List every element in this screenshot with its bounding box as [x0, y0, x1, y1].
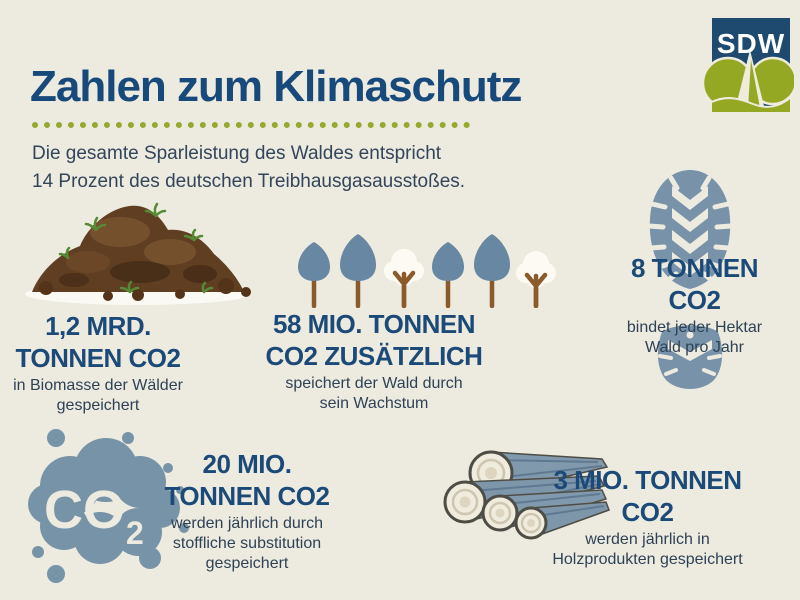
subtitle-line1: Die gesamte Sparleistung des Waldes ents… — [32, 143, 442, 164]
boot-print-icon — [646, 170, 734, 389]
stat-substitution-caption: werden jährlich durch stoffliche substit… — [170, 515, 324, 572]
stat-substitution-value-line1: 20 MIO. — [202, 449, 292, 479]
stat-hectare-caption: bindet jeder Hektar Wald pro Jahr — [626, 319, 763, 356]
trees-icon — [298, 234, 556, 308]
boot-print — [644, 170, 736, 396]
stat-substitution-value-line2: TONNEN CO2 — [164, 481, 331, 511]
dotted-divider — [32, 122, 470, 128]
cloud-co-text: CO — [44, 480, 125, 540]
stat-substitution: 20 MIO. TONNEN CO2 werden jährlich durch… — [152, 448, 342, 574]
stat-biomass-caption: in Biomasse der Wälder gespeichert — [13, 377, 183, 414]
sdw-logo: SDW — [698, 16, 794, 118]
subtitle: Die gesamte Sparleistung des Waldes ents… — [32, 140, 465, 196]
soil-pile-icon — [25, 202, 251, 305]
stat-wood-value-line2: CO2 — [621, 497, 674, 527]
trees — [296, 234, 558, 308]
wood-logs — [432, 446, 624, 552]
stat-biomass: 1,2 MRD. TONNEN CO2 in Biomasse der Wäld… — [8, 310, 188, 416]
stat-growth-value-line2: CO2 ZUSÄTZLICH — [265, 341, 483, 371]
cloud-sub2-text: 2 — [126, 515, 144, 551]
stat-growth-caption: speichert der Wald durch sein Wachstum — [285, 375, 463, 412]
stat-growth-value-line1: 58 MIO. TONNEN — [272, 309, 476, 339]
stat-hectare-value-line2: CO2 — [668, 285, 721, 315]
co2-cloud: CO 2 — [18, 424, 194, 590]
stat-biomass-value-line1: 1,2 MRD. — [45, 311, 151, 341]
subtitle-line2: 14 Prozent des deutschen Treibhausgasaus… — [32, 171, 466, 192]
page-title: Zahlen zum Klimaschutz — [30, 62, 522, 111]
co2-cloud-icon: CO 2 — [28, 429, 189, 583]
sdw-logo-icon: SDW — [701, 18, 794, 112]
stat-hectare: 8 TONNEN CO2 bindet jeder Hektar Wald pr… — [612, 252, 777, 358]
stat-growth: 58 MIO. TONNEN CO2 ZUSÄTZLICH speichert … — [258, 308, 490, 414]
stat-wood-caption: werden jährlich in Holzprodukten gespeic… — [552, 531, 743, 568]
stat-hectare-value-line1: 8 TONNEN — [631, 253, 759, 283]
logs-icon — [443, 450, 610, 540]
stat-biomass-value-line2: TONNEN CO2 — [15, 343, 182, 373]
stat-wood-value-line1: 3 MIO. TONNEN — [553, 465, 742, 495]
soil-pile — [18, 194, 258, 308]
stat-wood: 3 MIO. TONNEN CO2 werden jährlich in Hol… — [540, 464, 755, 570]
